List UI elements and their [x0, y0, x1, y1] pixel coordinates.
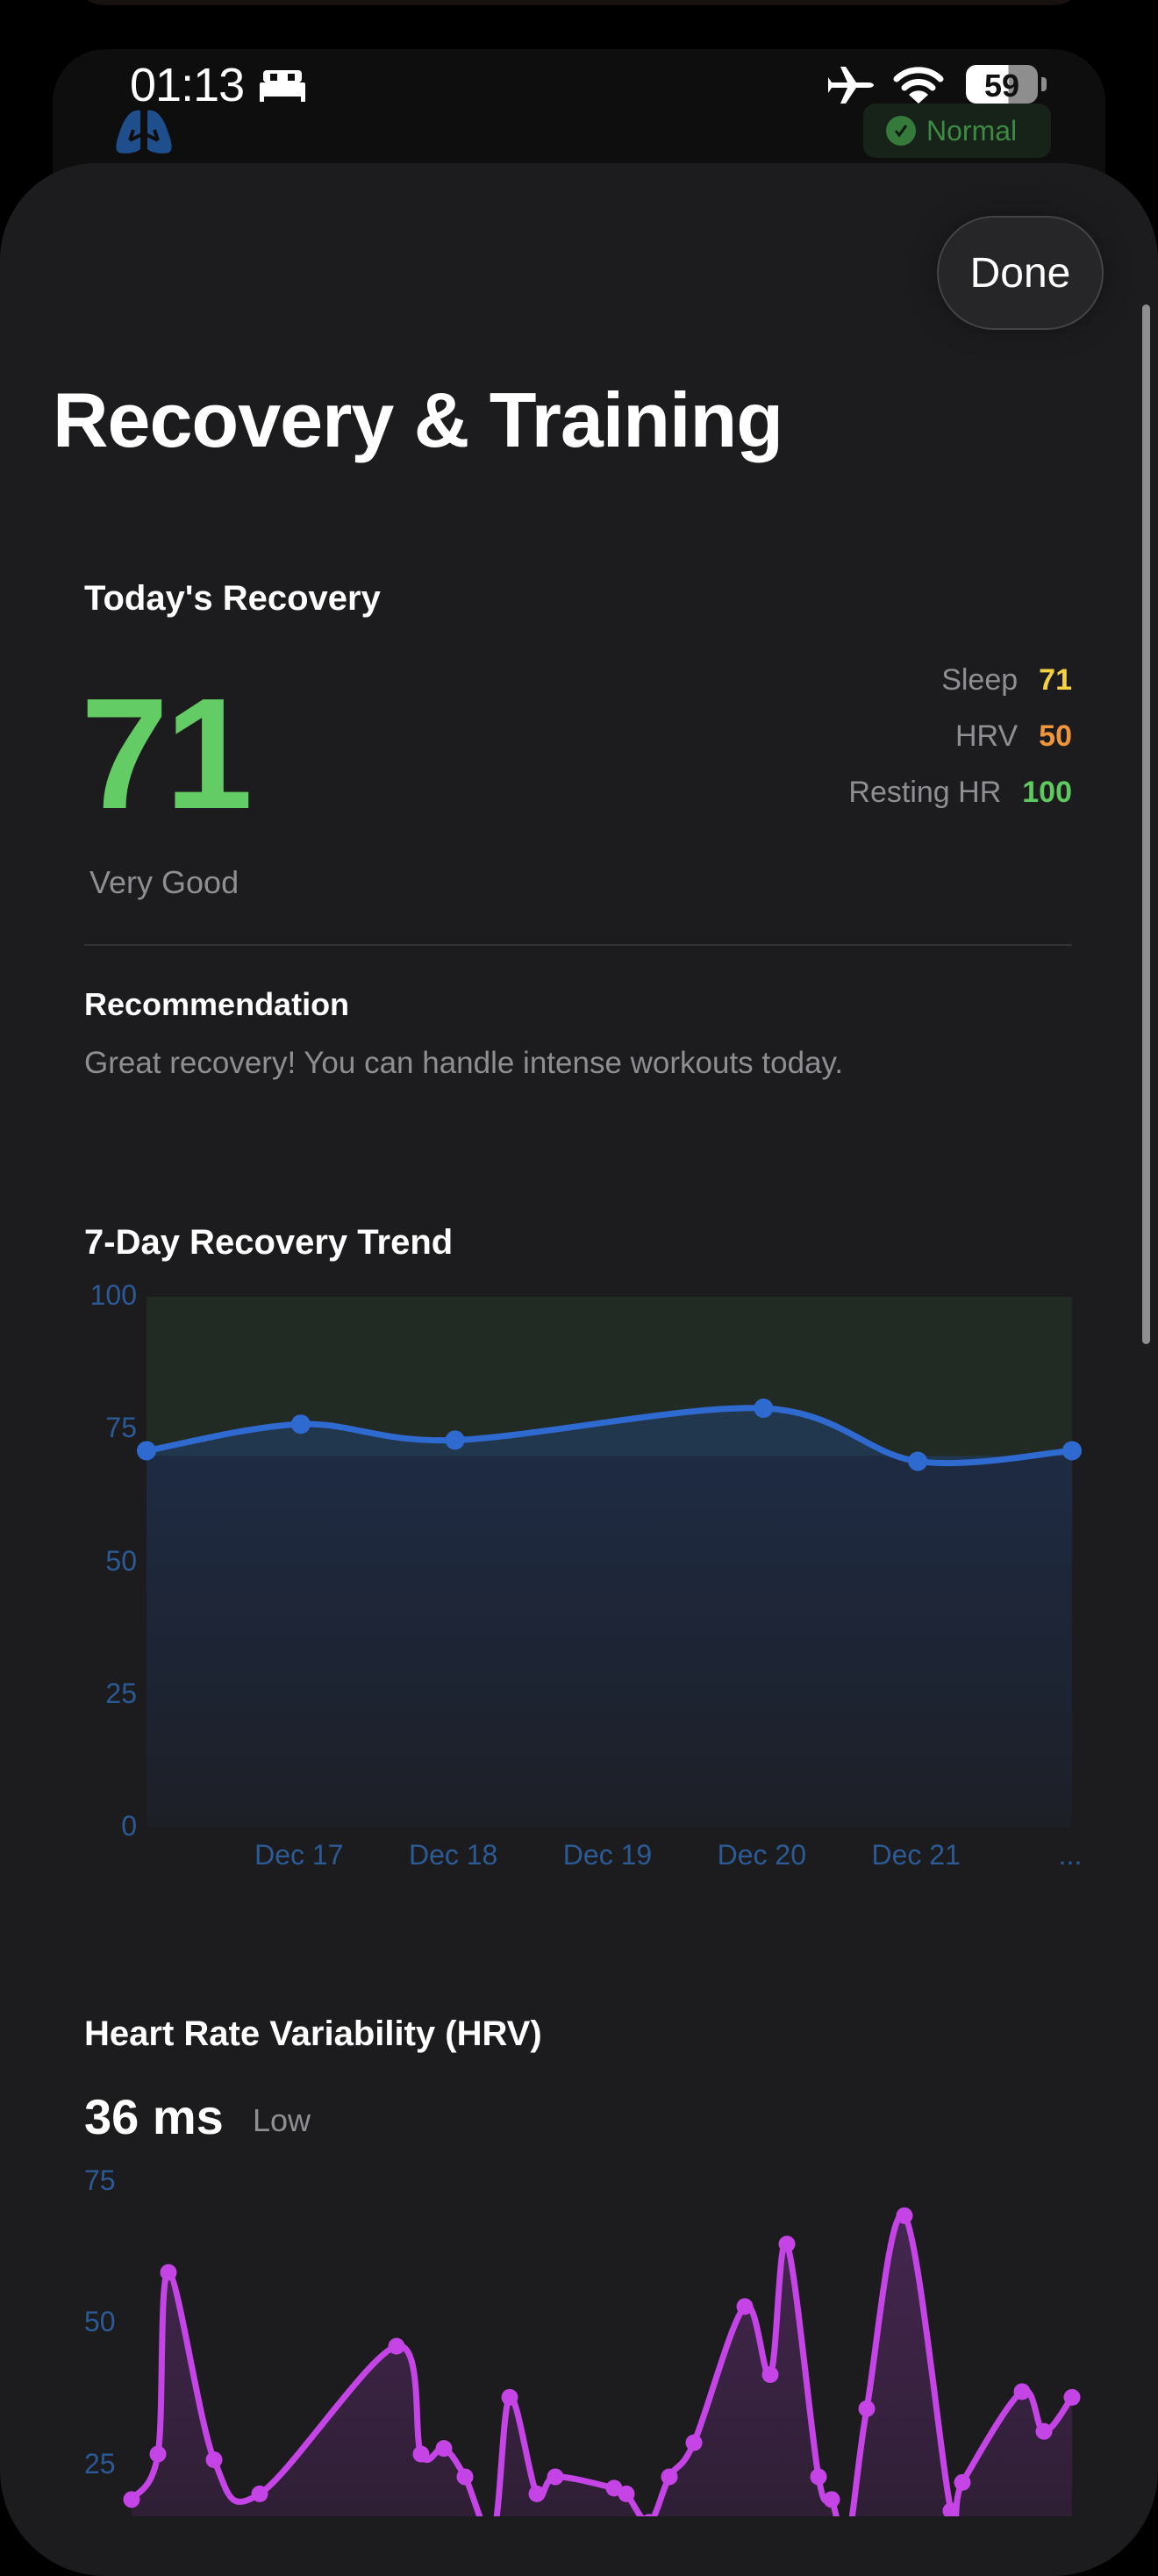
recovery-trend-chart — [137, 1297, 1082, 1828]
recovery-score: 71 — [81, 666, 253, 842]
page-title: Recovery & Training — [53, 376, 783, 463]
y-tick-label: 50 — [84, 2306, 116, 2338]
checkmark-circle-icon — [886, 116, 916, 146]
y-tick-label: 100 — [89, 1279, 137, 1311]
todays-recovery-title: Today's Recovery — [84, 579, 381, 618]
metric-label: HRV — [955, 719, 1019, 753]
recovery-score-label: Very Good — [89, 864, 239, 900]
x-tick-label: ... — [1058, 1839, 1083, 1871]
battery-icon: 59 — [966, 65, 1038, 104]
recovery-metrics: Sleep 71 HRV 50 Resting HR 100 — [721, 663, 1072, 832]
done-button[interactable]: Done — [937, 216, 1104, 330]
hrv-title: Heart Rate Variability (HRV) — [84, 2014, 542, 2053]
divider — [84, 944, 1072, 946]
x-tick-label: Dec 19 — [562, 1839, 653, 1871]
y-tick-label: 50 — [105, 1544, 137, 1577]
metric-value: 100 — [1022, 776, 1072, 809]
y-tick-label: 25 — [105, 1677, 137, 1709]
metric-label: Sleep — [941, 663, 1019, 697]
metric-sleep: Sleep 71 — [721, 663, 1072, 719]
hrv-status: Low — [253, 2102, 311, 2138]
y-tick-label: 25 — [84, 2448, 116, 2479]
wifi-icon — [893, 67, 944, 104]
lungs-icon — [116, 107, 172, 154]
battery-nub — [1041, 77, 1047, 91]
battery-level: 59 — [983, 68, 1020, 104]
y-tick-label: 75 — [84, 2164, 116, 2196]
metric-value: 50 — [1039, 719, 1072, 753]
scrollbar[interactable] — [1142, 304, 1150, 1344]
y-tick-label: 0 — [121, 1810, 137, 1842]
metric-label: Resting HR — [848, 776, 1002, 809]
x-tick-label: Dec 21 — [871, 1839, 961, 1871]
metric-hrv: HRV 50 — [721, 719, 1072, 776]
status-time: 01:13 — [130, 59, 245, 111]
x-tick-label: Dec 18 — [408, 1839, 498, 1871]
metric-value: 71 — [1039, 663, 1072, 697]
x-tick-label: Dec 20 — [717, 1839, 807, 1871]
bed-icon — [260, 70, 305, 102]
normal-status-label: Normal — [926, 114, 1018, 147]
x-tick-label: Dec 17 — [254, 1839, 344, 1871]
recommendation-title: Recommendation — [84, 986, 350, 1022]
metric-resting-hr: Resting HR 100 — [721, 776, 1072, 832]
normal-status-badge: Normal — [863, 104, 1051, 158]
hrv-value: 36 ms — [84, 2089, 224, 2144]
y-tick-label: 75 — [105, 1412, 137, 1444]
background-app-edge — [70, 0, 1088, 5]
recommendation-text: Great recovery! You can handle intense w… — [84, 1046, 844, 1080]
airplane-icon — [828, 67, 874, 104]
trend-title: 7-Day Recovery Trend — [84, 1223, 454, 1262]
